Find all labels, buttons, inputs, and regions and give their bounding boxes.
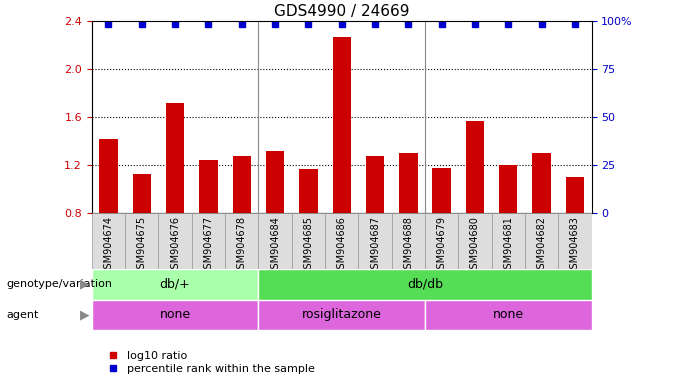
Bar xyxy=(432,167,451,213)
Text: GSM904675: GSM904675 xyxy=(137,216,147,275)
Bar xyxy=(492,213,525,269)
Bar xyxy=(99,139,118,213)
Bar xyxy=(325,213,358,269)
Bar xyxy=(192,213,225,269)
Bar xyxy=(399,153,418,213)
Bar xyxy=(258,269,592,300)
Text: ▶: ▶ xyxy=(80,278,89,291)
Bar xyxy=(158,213,192,269)
Bar xyxy=(333,37,351,213)
Text: GSM904685: GSM904685 xyxy=(303,216,313,275)
Text: GSM904687: GSM904687 xyxy=(370,216,380,275)
Text: GSM904674: GSM904674 xyxy=(103,216,114,275)
Bar xyxy=(499,165,517,213)
Bar xyxy=(258,300,425,330)
Bar xyxy=(266,151,284,213)
Text: GSM904679: GSM904679 xyxy=(437,216,447,275)
Bar xyxy=(133,174,151,213)
Bar xyxy=(466,121,484,213)
Text: GSM904686: GSM904686 xyxy=(337,216,347,275)
Bar xyxy=(392,213,425,269)
Bar xyxy=(199,161,218,213)
Bar xyxy=(92,213,125,269)
Text: GSM904684: GSM904684 xyxy=(270,216,280,275)
Bar xyxy=(558,213,592,269)
Text: ▶: ▶ xyxy=(80,308,89,321)
Bar xyxy=(258,213,292,269)
Bar xyxy=(225,213,258,269)
Text: db/+: db/+ xyxy=(160,278,190,291)
Bar xyxy=(125,213,158,269)
Bar xyxy=(292,213,325,269)
Bar xyxy=(92,300,258,330)
Bar xyxy=(299,169,318,213)
Text: GSM904681: GSM904681 xyxy=(503,216,513,275)
Text: none: none xyxy=(493,308,524,321)
Text: GSM904676: GSM904676 xyxy=(170,216,180,275)
Text: agent: agent xyxy=(7,310,39,320)
Bar xyxy=(166,103,184,213)
Bar xyxy=(525,213,558,269)
Text: GSM904678: GSM904678 xyxy=(237,216,247,275)
Legend: log10 ratio, percentile rank within the sample: log10 ratio, percentile rank within the … xyxy=(97,346,320,379)
Bar xyxy=(92,269,258,300)
Text: db/db: db/db xyxy=(407,278,443,291)
Bar xyxy=(458,213,492,269)
Bar xyxy=(425,213,458,269)
Bar xyxy=(366,156,384,213)
Bar xyxy=(425,300,592,330)
Bar xyxy=(532,153,551,213)
Text: GSM904683: GSM904683 xyxy=(570,216,580,275)
Text: none: none xyxy=(160,308,190,321)
Text: GSM904677: GSM904677 xyxy=(203,216,214,275)
Text: genotype/variation: genotype/variation xyxy=(7,279,113,289)
Bar xyxy=(358,213,392,269)
Bar xyxy=(233,156,251,213)
Text: GSM904682: GSM904682 xyxy=(537,216,547,275)
Text: rosiglitazone: rosiglitazone xyxy=(302,308,381,321)
Bar xyxy=(566,177,584,213)
Text: GSM904680: GSM904680 xyxy=(470,216,480,275)
Text: GSM904688: GSM904688 xyxy=(403,216,413,275)
Title: GDS4990 / 24669: GDS4990 / 24669 xyxy=(274,3,409,18)
